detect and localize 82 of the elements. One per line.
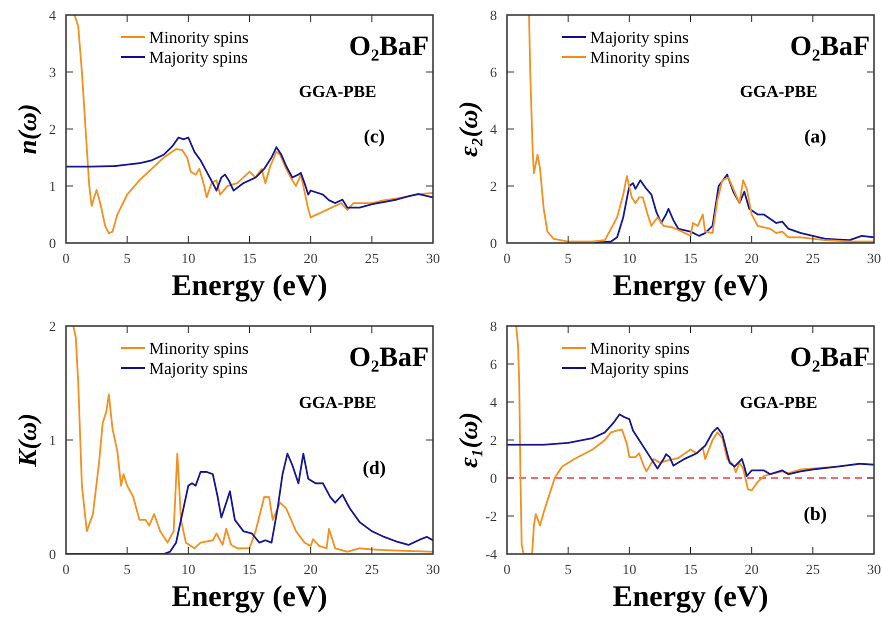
x-tick-label: 0 [62,563,70,578]
annotation: (c) [364,126,385,148]
x-tick-label: 5 [124,252,131,267]
line-series [528,15,874,242]
line-series [507,413,874,477]
annotation: (d) [362,458,386,480]
line-series [72,326,433,553]
annotation: GGA-PBE [740,82,818,101]
legend-label: Majority spins [590,28,689,47]
y-tick-label: 6 [490,66,497,81]
y-tick-label: -2 [485,510,497,525]
x-tick-label: 15 [242,252,256,267]
annotation: GGA-PBE [740,393,818,412]
legend-label: Majority spins [590,358,689,378]
x-tick-label: 10 [181,252,196,267]
y-tick-label: 3 [49,66,56,81]
x-tick-label: 30 [426,252,440,267]
legend-label: Majority spins [149,358,248,378]
legend-label: Minority spins [590,338,690,358]
y-axis-title: ε₁(ω) [454,412,483,468]
x-axis-title: Energy (eV) [172,269,328,302]
y-tick-label: 4 [490,122,497,138]
x-tick-label: 25 [806,252,820,267]
x-tick-label: 5 [564,252,572,267]
line-series [592,174,874,243]
legend-label: Minority spins [149,338,249,358]
y-tick-label: 2 [49,320,56,335]
annotation: (b) [804,504,827,525]
x-tick-label: 15 [684,563,698,578]
x-tick-label: 10 [622,563,636,578]
x-tick-label: 20 [304,563,318,578]
x-tick-label: 15 [684,252,698,267]
annotation: (a) [804,126,826,148]
x-tick-label: 30 [867,252,881,267]
x-tick-label: 25 [364,252,379,267]
x-axis-title: Energy (eV) [612,269,768,302]
annotation: O₂BaF [349,342,429,373]
annotation: GGA-PBE [298,393,376,412]
x-axis-title: Energy (eV) [172,580,328,613]
y-tick-label: 1 [49,180,56,195]
x-tick-label: 20 [744,252,759,267]
y-axis-title: ε₂(ω) [454,101,483,157]
y-tick-label: 8 [490,320,497,335]
line-series [74,15,433,234]
y-tick-label: 2 [49,122,56,138]
legend-label: Minority spins [149,28,249,47]
y-axis-title: n(ω) [13,104,42,154]
x-tick-label: 10 [622,252,636,267]
y-tick-label: 1 [49,434,56,449]
x-tick-label: 15 [242,563,256,578]
y-tick-label: -4 [485,548,497,563]
legend-label: Minority spins [590,48,690,67]
y-tick-label: 8 [490,8,497,24]
y-tick-label: 2 [490,434,497,449]
y-tick-label: 0 [49,236,56,252]
x-tick-label: 30 [426,563,440,578]
y-tick-label: 0 [49,548,56,563]
y-tick-label: 4 [490,396,497,411]
legend-label: Majority spins [149,48,248,67]
y-tick-label: 2 [490,180,497,195]
annotation: O₂BaF [790,31,870,62]
x-tick-label: 0 [504,563,510,578]
x-tick-label: 0 [504,252,510,267]
x-tick-label: 30 [867,563,881,578]
y-axis-title: K(ω) [13,413,42,468]
x-tick-label: 20 [304,252,318,267]
x-tick-label: 5 [124,563,131,578]
x-tick-label: 10 [181,563,196,578]
annotation: O₂BaF [349,31,429,62]
x-axis-title: Energy (eV) [612,580,768,613]
y-tick-label: 6 [490,358,497,373]
y-tick-label: 4 [49,8,56,24]
x-tick-label: 25 [806,563,820,578]
annotation: O₂BaF [790,342,870,373]
annotation: GGA-PBE [298,82,376,101]
x-tick-label: 5 [564,563,572,578]
y-tick-label: 0 [490,472,497,487]
x-tick-label: 20 [744,563,759,578]
x-tick-label: 25 [364,563,379,578]
y-tick-label: 0 [490,236,497,252]
line-series [66,452,433,554]
x-tick-label: 0 [62,252,70,267]
